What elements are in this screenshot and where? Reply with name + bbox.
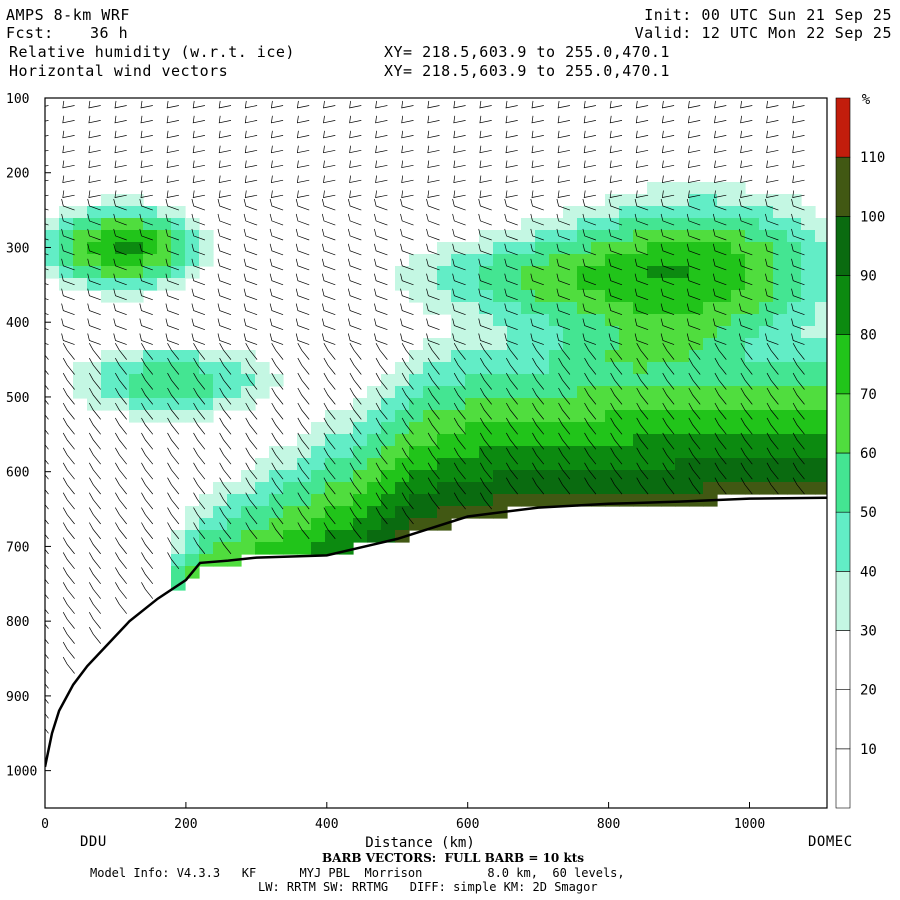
barb-note: BARB VECTORS: FULL BARB = 10 kts [322, 851, 585, 865]
colorbar-label: 90 [860, 269, 877, 285]
colorbar-label: 70 [860, 387, 877, 403]
colorbar-label: 30 [860, 624, 877, 640]
colorbar-label: 50 [860, 505, 877, 521]
cross-section-coords-2: XY= 218.5,603.9 to 255.0,470.1 [384, 62, 670, 80]
x-tick-label: 1000 [734, 817, 765, 832]
colorbar-label: 20 [860, 683, 877, 699]
colorbar-segment [835, 334, 851, 395]
x-tick-label: 200 [174, 817, 197, 832]
terrain-line [45, 496, 827, 768]
colorbar-label: 110 [860, 150, 885, 166]
colorbar-segment [835, 393, 851, 454]
colorbar-segment [835, 216, 851, 276]
cross-section-coords-1: XY= 218.5,603.9 to 255.0,470.1 [384, 43, 670, 61]
plot-frame [44, 97, 828, 809]
wind-barb-paths [45, 100, 805, 734]
y-tick-label: 100 [6, 92, 29, 107]
physics-info: LW: RRTM SW: RRTMG DIFF: simple KM: 2D S… [258, 880, 598, 894]
forecast-label: Fcst: [6, 24, 54, 42]
colorbar: 10 20 30 40 50 60 70 80 90 100 110 [835, 97, 885, 809]
endpoint-left: DDU [80, 834, 107, 850]
y-tick-label: 600 [6, 466, 29, 481]
colorbar-segment [835, 452, 851, 513]
colorbar-label: 10 [860, 742, 877, 758]
endpoint-right: DOMEC [808, 834, 853, 850]
colorbar-segment [835, 511, 851, 572]
y-axis: 100 200 300 400 500 600 700 800 900 1000 [6, 92, 51, 780]
colorbar-unit: % [862, 92, 871, 108]
x-tick-label: 400 [315, 817, 338, 832]
field-title-wind: Horizontal wind vectors [9, 62, 229, 80]
y-tick-label: 900 [6, 690, 29, 705]
colorbar-segment [835, 156, 851, 217]
colorbar-segment [835, 689, 851, 750]
y-tick-label: 800 [6, 615, 29, 630]
y-tick-label: 700 [6, 540, 29, 555]
x-tick-label: 0 [41, 817, 49, 832]
y-tick-label: 400 [6, 316, 29, 331]
init-time: Init: 00 UTC Sun 21 Sep 25 [644, 6, 892, 24]
colorbar-segment [835, 571, 851, 631]
y-tick-label: 300 [6, 241, 29, 256]
x-tick-label: 600 [456, 817, 479, 832]
field-title-rh: Relative humidity (w.r.t. ice) [9, 43, 295, 61]
model-info: Model Info: V4.3.3 KF MYJ PBL Morrison 8… [90, 866, 625, 880]
forecast-value: 36 h [90, 24, 129, 42]
colorbar-segment [835, 630, 851, 690]
colorbar-label: 60 [860, 446, 877, 462]
model-title: AMPS 8-km WRF [6, 6, 130, 24]
x-axis: 0 200 400 600 800 1000 [41, 802, 765, 832]
colorbar-segment [835, 97, 851, 158]
colorbar-label: 40 [860, 564, 877, 580]
wind-barbs [45, 100, 805, 734]
x-tick-label: 800 [597, 817, 620, 832]
colorbar-segment [835, 275, 851, 335]
colorbar-label: 100 [860, 209, 885, 225]
y-tick-label: 1000 [6, 765, 37, 780]
y-tick-label: 500 [6, 391, 29, 406]
y-tick-label: 200 [6, 167, 29, 182]
colorbar-segment [835, 748, 851, 809]
x-axis-label: Distance (km) [365, 835, 475, 851]
colorbar-label: 80 [860, 328, 877, 344]
valid-time: Valid: 12 UTC Mon 22 Sep 25 [634, 24, 892, 42]
